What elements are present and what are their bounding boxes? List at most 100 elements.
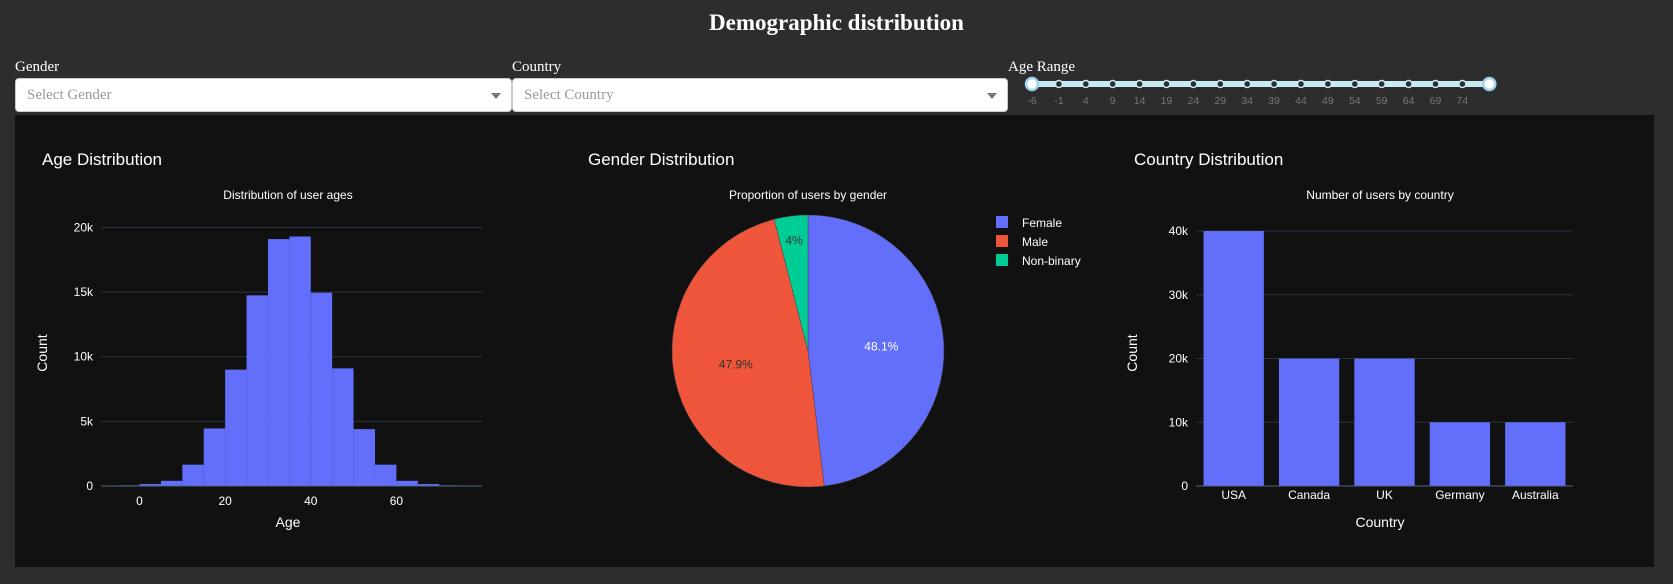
legend-swatch (996, 216, 1008, 228)
y-tick-label: 30k (1169, 288, 1189, 302)
slider-mark-dot (1404, 79, 1413, 89)
y-tick-label: 20k (1169, 352, 1189, 366)
y-tick-label: 5k (80, 414, 94, 428)
slider-mark-label: 69 (1430, 95, 1442, 107)
x-tick-label: UK (1376, 488, 1393, 502)
chevron-down-icon[interactable] (987, 93, 997, 99)
y-tick-label: 20k (74, 220, 94, 234)
slider-mark-label: 44 (1295, 95, 1307, 107)
slider-mark-label: 64 (1403, 95, 1415, 107)
y-axis-label: Count (34, 334, 50, 371)
gender-filter-label: Gender (15, 59, 60, 75)
histogram-bar (203, 428, 226, 486)
y-tick-label: 15k (74, 285, 94, 299)
histogram-bar (246, 295, 268, 486)
country-bar (1278, 358, 1340, 486)
slider-mark-dot (1377, 79, 1386, 89)
slider-mark-label: 4 (1083, 95, 1089, 107)
legend-label: Non-binary (1022, 254, 1081, 268)
age-chart-title: Distribution of user ages (223, 188, 352, 202)
y-tick-label: 10k (74, 350, 94, 364)
slider-mark-label: 49 (1322, 95, 1334, 107)
slider-mark-dot (1108, 79, 1117, 89)
slider-mark-label: -6 (1027, 95, 1036, 107)
histogram-bar (417, 484, 440, 486)
slider-mark-dot (1350, 79, 1360, 89)
pie-chart-title: Proportion of users by gender (729, 188, 887, 202)
page-title: Demographic distribution (709, 10, 964, 35)
histogram-bar (353, 429, 375, 486)
slider-mark-dot (1323, 79, 1333, 89)
slider-handle-min[interactable] (1024, 76, 1040, 92)
histogram-bar (310, 292, 333, 486)
slider-mark-label: 24 (1188, 95, 1200, 107)
histogram-bar (139, 484, 161, 486)
slider-mark-label: 59 (1376, 95, 1388, 107)
histogram-bar (332, 368, 354, 486)
slider-mark-dot (1162, 79, 1171, 89)
slider-mark-dot (1242, 79, 1252, 89)
country-chart-title: Number of users by country (1306, 188, 1453, 202)
histogram-bar (267, 239, 290, 486)
country-bar (1429, 422, 1491, 486)
histogram-bar (182, 464, 204, 486)
histogram-bar (374, 464, 397, 486)
age-range-label: Age Range (1008, 59, 1076, 75)
pie-slice-label: 48.1% (864, 340, 898, 354)
slider-mark-label: 19 (1161, 95, 1173, 107)
country-bar-chart: Number of users by country 0 10k 20k 30k 40k U… (1124, 188, 1573, 530)
x-tick-label: Australia (1512, 488, 1559, 502)
country-dropdown[interactable]: Select Country (512, 78, 1008, 112)
slider-mark-label: 14 (1134, 95, 1146, 107)
pie-slice-label: 47.9% (719, 358, 753, 372)
y-tick-label: 40k (1169, 224, 1189, 238)
charts-canvas: Age Distribution Gender Distribution Cou… (34, 150, 1573, 530)
slider-mark-label: 39 (1268, 95, 1280, 107)
pie-slice-label: 4% (785, 233, 803, 247)
x-tick-label: 20 (218, 494, 232, 508)
histogram-bar (396, 480, 418, 486)
slider-mark-dot (1135, 79, 1144, 89)
slider-mark-dot (1458, 79, 1467, 89)
y-axis-label: Count (1124, 334, 1140, 371)
slider-mark-dot (1296, 79, 1306, 89)
legend-swatch (996, 235, 1008, 247)
x-tick-label: USA (1221, 488, 1246, 502)
age-chart-heading: Age Distribution (42, 150, 162, 169)
x-tick-label: 40 (304, 494, 318, 508)
country-bar (1203, 231, 1264, 486)
slider-mark-dot (1189, 79, 1198, 89)
gender-dropdown-placeholder: Select Gender (27, 87, 112, 103)
y-tick-label: 0 (86, 479, 93, 493)
y-tick-label: 0 (1181, 479, 1188, 493)
y-tick-label: 10k (1169, 415, 1189, 429)
age-histogram: Distribution of user ages 0 5k 10k 15k 20k 0 20… (34, 188, 482, 530)
x-tick-label: Canada (1288, 488, 1330, 502)
slider-mark-label: 9 (1110, 95, 1116, 107)
x-tick-label: 0 (136, 494, 143, 508)
country-dropdown-placeholder: Select Country (524, 87, 614, 103)
country-filter-label: Country (512, 59, 562, 75)
chevron-down-icon[interactable] (491, 93, 501, 99)
gender-pie-chart: Proportion of users by gender 48.1% 47.9% 4… (671, 188, 1081, 488)
x-tick-label: 60 (390, 494, 404, 508)
legend-swatch (996, 254, 1008, 266)
country-bar (1354, 358, 1415, 486)
slider-mark-label: 34 (1241, 95, 1253, 107)
slider-mark-dot (1054, 79, 1064, 89)
pie-slice (671, 218, 825, 488)
charts-panel: Age Distribution Gender Distribution Cou… (15, 115, 1654, 567)
slider-mark-label: 29 (1214, 95, 1226, 107)
legend-label: Female (1022, 216, 1062, 230)
age-range-slider[interactable]: -6 -1 4 9 14 19 24 29 34 39 44 49 54 59 64 69 74 (1020, 72, 1500, 112)
legend-label: Male (1022, 235, 1048, 249)
gender-dropdown[interactable]: Select Gender (15, 78, 512, 112)
slider-mark-label: 74 (1457, 95, 1469, 107)
histogram-bar (289, 236, 311, 486)
histogram-bar (225, 369, 247, 486)
x-tick-label: Germany (1435, 488, 1484, 502)
pie-slice (807, 214, 945, 487)
country-bar (1505, 422, 1566, 486)
slider-mark-dot (1431, 79, 1440, 89)
slider-handle-max[interactable] (1482, 76, 1497, 92)
